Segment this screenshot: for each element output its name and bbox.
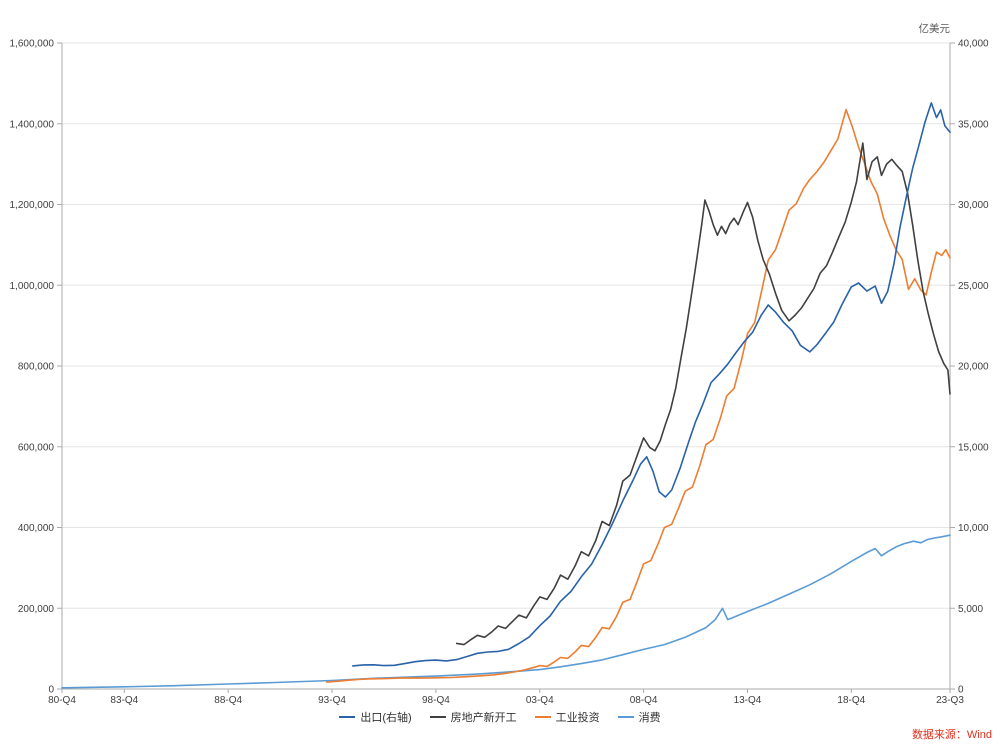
y-left-tick-label: 800,000 [18,362,55,373]
y-left-tick-label: 1,200,000 [10,200,55,211]
y-right-tick-label: 5,000 [958,604,983,615]
x-tick-label: 03-Q4 [526,695,554,706]
y-left-tick-label: 600,000 [18,442,55,453]
y-right-tick-label: 30,000 [958,200,989,211]
legend-item-industrial-investment: 工业投资 [534,709,600,725]
x-tick-label: 88-Q4 [214,695,242,706]
y-left-tick-label: 1,000,000 [10,281,55,292]
legend-label-real-estate-starts: 房地产新开工 [450,712,517,724]
y-left-tick-label: 400,000 [18,523,55,534]
legend-item-export: 出口(右轴) [339,709,412,725]
y-right-tick-label: 40,000 [958,39,989,50]
y-right-tick-label: 35,000 [958,119,989,130]
series-line-export [351,102,951,667]
y-left-tick-label: 1,600,000 [10,39,55,50]
legend-swatch-real-estate-starts [429,715,446,719]
x-tick-label: 98-Q4 [422,695,450,706]
data-source-label: 数据来源：Wind [911,729,992,741]
x-tick-label: 23-Q3 [936,695,964,706]
series-line-industrial-investment [325,108,951,683]
y-right-tick-label: 20,000 [958,362,989,373]
x-tick-label: 18-Q4 [837,695,865,706]
legend: 出口(右轴) 房地产新开工 工业投资 消费 [0,709,1000,725]
legend-swatch-industrial-investment [534,715,551,719]
y-left-tick-label: 1,400,000 [10,119,55,130]
x-tick-label: 80-Q4 [48,695,76,706]
legend-item-real-estate-starts: 房地产新开工 [429,709,517,725]
x-tick-label: 08-Q4 [630,695,658,706]
series-line-real-estate-starts [455,142,951,646]
y-left-tick-label: 200,000 [18,604,55,615]
x-tick-label: 13-Q4 [734,695,762,706]
legend-swatch-export [339,715,356,719]
y-left-tick-label: 0 [48,685,54,696]
legend-label-export: 出口(右轴) [360,712,412,724]
y-right-tick-label: 10,000 [958,523,989,534]
y-right-tick-label: 25,000 [958,281,989,292]
series-line-consumption [61,534,951,689]
legend-item-consumption: 消费 [617,709,661,725]
legend-label-industrial-investment: 工业投资 [555,712,600,724]
legend-label-consumption: 消费 [638,712,661,724]
x-tick-label: 93-Q4 [318,695,346,706]
y-right-tick-label: 15,000 [958,442,989,453]
legend-swatch-consumption [617,715,634,719]
x-tick-label: 83-Q4 [110,695,138,706]
right-axis-unit-label: 亿美元 [918,23,951,35]
y-right-tick-label: 0 [958,685,964,696]
